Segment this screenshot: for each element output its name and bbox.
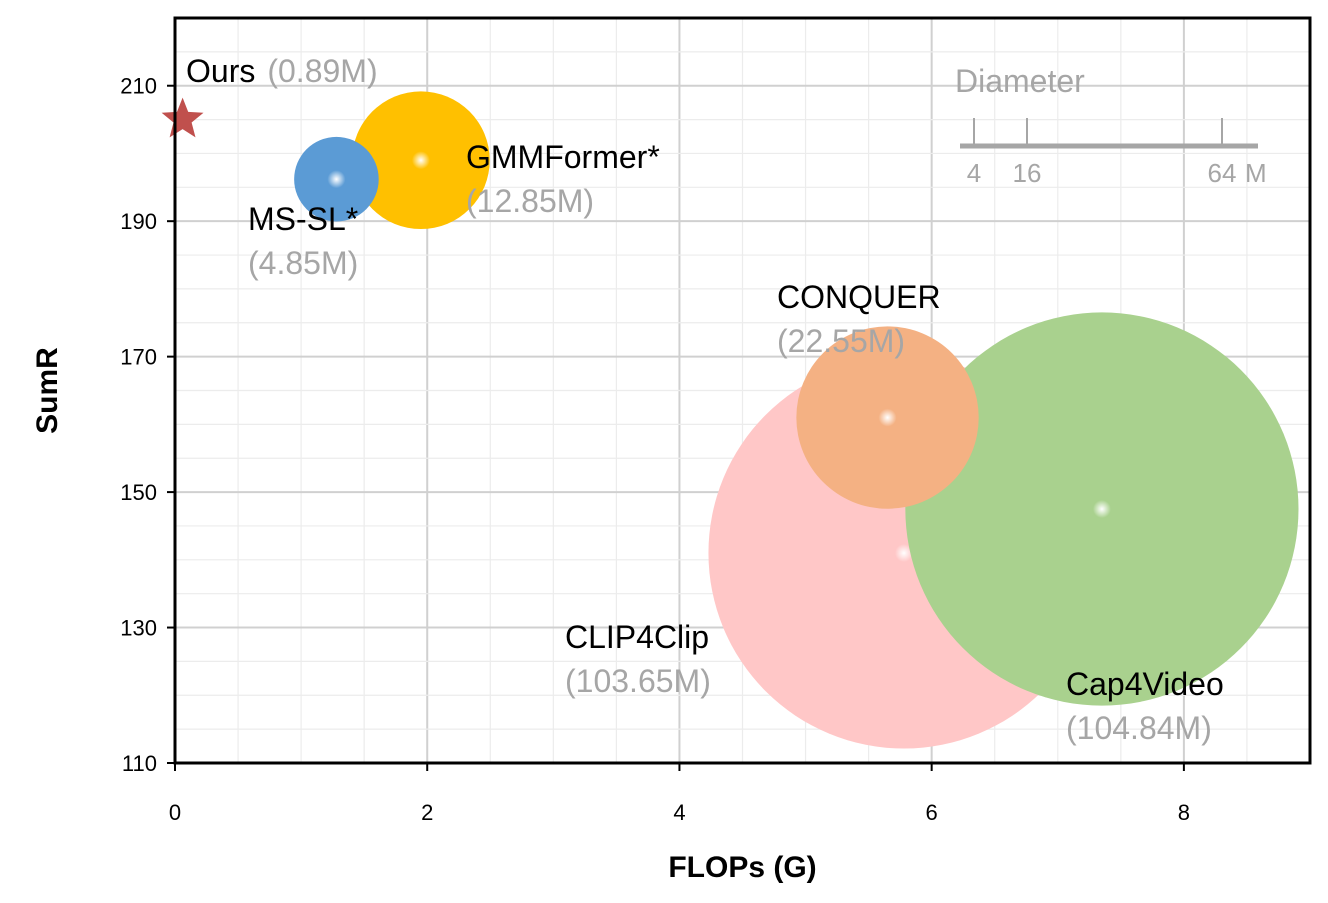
point-params-conquer: (22.55M) (777, 323, 905, 359)
diameter-legend: Diameter 4 16 64 M (955, 63, 1267, 188)
point-label-ours: Ours (0.89M) (186, 53, 378, 89)
diameter-legend-title: Diameter (955, 63, 1085, 99)
star-icon (161, 97, 204, 138)
y-tick-label: 110 (122, 751, 157, 776)
y-tick-label: 150 (120, 480, 157, 505)
bubbles (161, 91, 1299, 749)
point-params: (0.89M) (267, 53, 377, 89)
bubble-highlight (411, 151, 430, 170)
point-name-conquer: CONQUER (777, 279, 941, 315)
plot-frame (173, 16, 1312, 765)
x-tick-label: 4 (673, 800, 685, 825)
point-name-ms-sl-: MS-SL* (248, 201, 358, 237)
point-params-cap4video: (104.84M) (1066, 710, 1212, 746)
point-labels: Ours (0.89M) MS-SL* (4.85M) GMMFormer* (12.85… (186, 53, 1224, 746)
y-tick-label: 190 (120, 209, 157, 234)
axis-ticks: 0 2 4 6 8 110 130 150 170 190 210 (120, 74, 1190, 825)
x-tick-label: 6 (926, 800, 938, 825)
diameter-tick-label: 16 (1013, 158, 1042, 188)
bubble-highlight (894, 544, 913, 563)
point-params-ms-sl-: (4.85M) (248, 245, 358, 281)
y-tick-label: 170 (120, 345, 157, 370)
point-name-clip4clip: CLIP4Clip (565, 619, 709, 655)
y-tick-label: 130 (120, 616, 157, 641)
point-name-cap4video: Cap4Video (1066, 666, 1224, 702)
diameter-tick-label: 4 (967, 158, 981, 188)
diameter-unit-label: M (1245, 158, 1267, 188)
x-tick-label: 8 (1178, 800, 1190, 825)
bubble-highlight (1092, 500, 1111, 519)
y-tick-label: 210 (120, 74, 157, 99)
point-params-gmmformer-: (12.85M) (466, 183, 594, 219)
bubble-highlight (878, 408, 897, 427)
point-name-gmmformer-: GMMFormer* (466, 139, 660, 175)
x-axis-title: FLOPs (G) (668, 851, 816, 884)
x-tick-label: 2 (421, 800, 433, 825)
bubble-highlight (327, 170, 346, 189)
point-name: Ours (186, 53, 255, 89)
y-axis-title: SumR (31, 347, 64, 434)
diameter-tick-label: 64 (1208, 158, 1237, 188)
point-params-clip4clip: (103.65M) (565, 663, 711, 699)
x-tick-label: 0 (169, 800, 181, 825)
